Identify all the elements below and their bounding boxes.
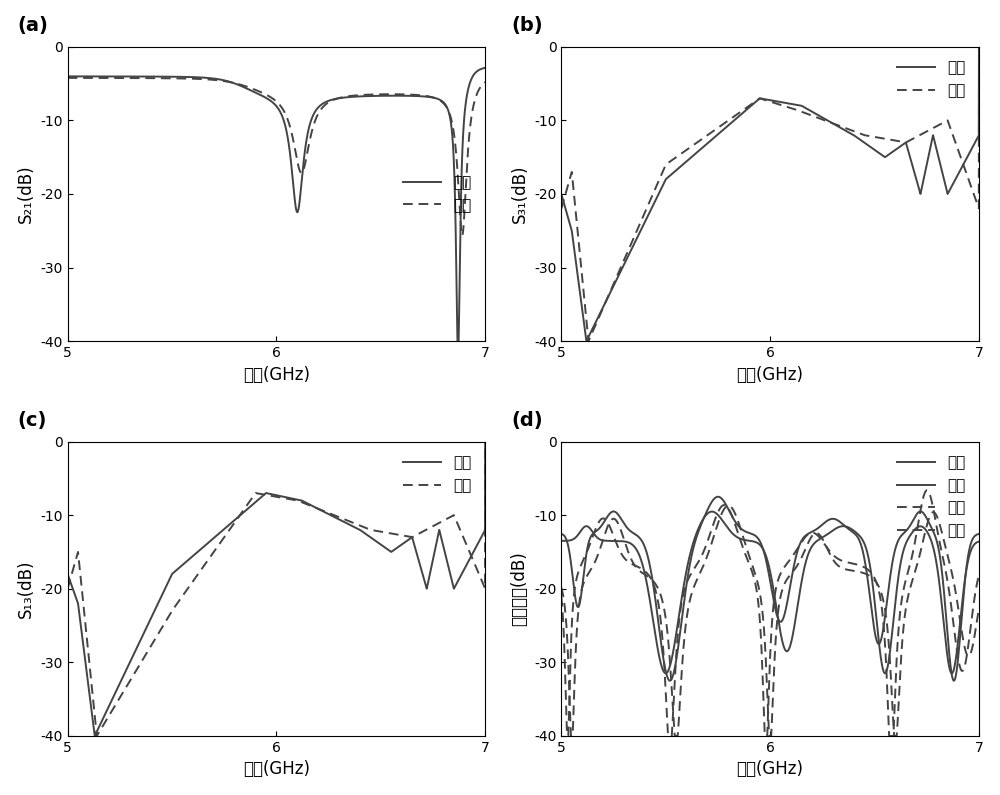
Text: (a): (a) [17, 16, 48, 35]
Legend: 仿真, 测试: 仿真, 测试 [397, 169, 478, 219]
X-axis label: 频率(GHz): 频率(GHz) [737, 366, 804, 384]
Y-axis label: 反射系数(dB): 反射系数(dB) [510, 552, 528, 626]
Y-axis label: S₂₁(dB): S₂₁(dB) [17, 165, 35, 223]
Legend: 仿真, 测试: 仿真, 测试 [890, 54, 971, 104]
Legend: 仿真, 仿真, 测试, 测试: 仿真, 仿真, 测试, 测试 [890, 449, 971, 545]
X-axis label: 频率(GHz): 频率(GHz) [737, 760, 804, 778]
Y-axis label: S₃₁(dB): S₃₁(dB) [510, 165, 528, 223]
X-axis label: 频率(GHz): 频率(GHz) [243, 760, 310, 778]
Text: (c): (c) [17, 411, 47, 430]
Text: (d): (d) [511, 411, 543, 430]
Y-axis label: S₁₃(dB): S₁₃(dB) [17, 560, 35, 618]
Legend: 仿真, 测试: 仿真, 测试 [397, 449, 478, 499]
X-axis label: 频率(GHz): 频率(GHz) [243, 366, 310, 384]
Text: (b): (b) [511, 16, 543, 35]
